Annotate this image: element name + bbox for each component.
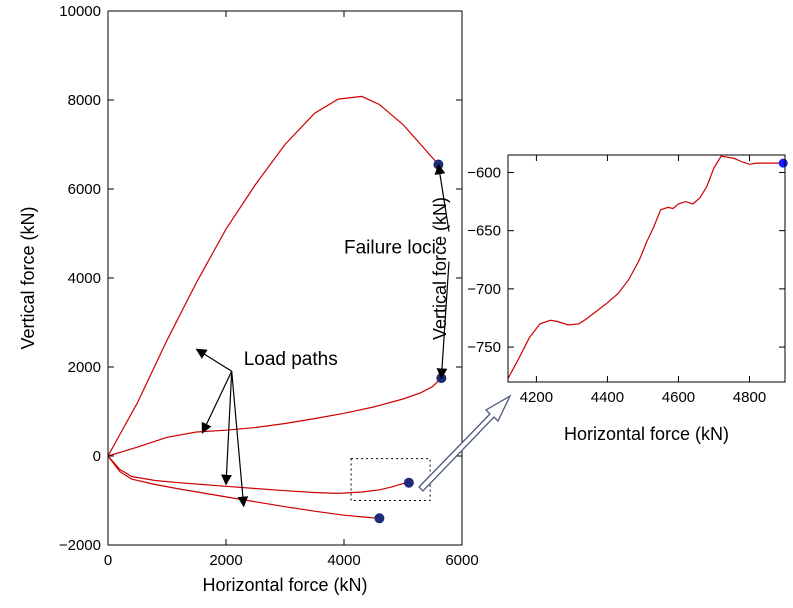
annotation-arrow <box>434 163 450 232</box>
load-paths-label: Load paths <box>244 349 338 370</box>
zoom-indicator <box>350 394 512 502</box>
axes-frame <box>107 10 463 546</box>
zoom-plot: 4200 4400 4600 4800 −750 −700 −650 −600 Horizont… <box>430 154 788 444</box>
zoom-region-box <box>350 458 431 502</box>
series-line-1 <box>108 95 439 457</box>
zoom-arrow <box>418 394 512 492</box>
x-axis-label: Horizontal force (kN) <box>202 575 367 595</box>
y-tick-label: 8000 <box>68 92 101 109</box>
annotation-arrow <box>195 348 233 372</box>
axes-frame <box>507 154 786 383</box>
y-tick-label: −750 <box>467 339 501 356</box>
y-tick-label: −650 <box>467 223 501 240</box>
x-tick-label: 0 <box>104 552 112 569</box>
failure-marker-1 <box>778 158 788 168</box>
series-line-2 <box>108 377 442 457</box>
y-tick-label: 2000 <box>68 359 101 376</box>
annotation-arrow <box>221 371 233 486</box>
series-line-1 <box>508 155 784 379</box>
x-tick-label: 4600 <box>662 389 695 406</box>
y-tick-label: 4000 <box>68 270 101 287</box>
series-line-3 <box>108 455 409 495</box>
y-tick-label: −2000 <box>59 537 101 554</box>
series-line-4 <box>108 455 380 519</box>
annotation-arrow <box>436 261 450 380</box>
x-tick-label: 4200 <box>520 389 553 406</box>
x-tick-label: 2000 <box>209 552 242 569</box>
y-tick-label: −600 <box>467 164 501 181</box>
y-axis-label: Vertical force (kN) <box>18 206 38 349</box>
x-tick-label: 4000 <box>327 552 360 569</box>
failure-loci-label: Failure loci <box>344 238 436 259</box>
failure-marker-4 <box>374 513 385 524</box>
x-axis-label: Horizontal force (kN) <box>564 424 729 444</box>
x-tick-label: 6000 <box>445 552 478 569</box>
x-tick-label: 4800 <box>733 389 766 406</box>
annotation-arrow <box>231 371 249 508</box>
failure-marker-3 <box>403 477 414 488</box>
y-axis-label: Vertical force (kN) <box>430 197 450 340</box>
y-tick-label: 0 <box>93 448 101 465</box>
y-tick-label: −700 <box>467 281 501 298</box>
x-tick-label: 4400 <box>591 389 624 406</box>
annotation-arrow <box>201 370 233 434</box>
main-plot: 0 2000 4000 6000−20000200040006000800010000… <box>18 3 479 595</box>
y-tick-label: 6000 <box>68 181 101 198</box>
y-tick-label: 10000 <box>59 3 101 20</box>
